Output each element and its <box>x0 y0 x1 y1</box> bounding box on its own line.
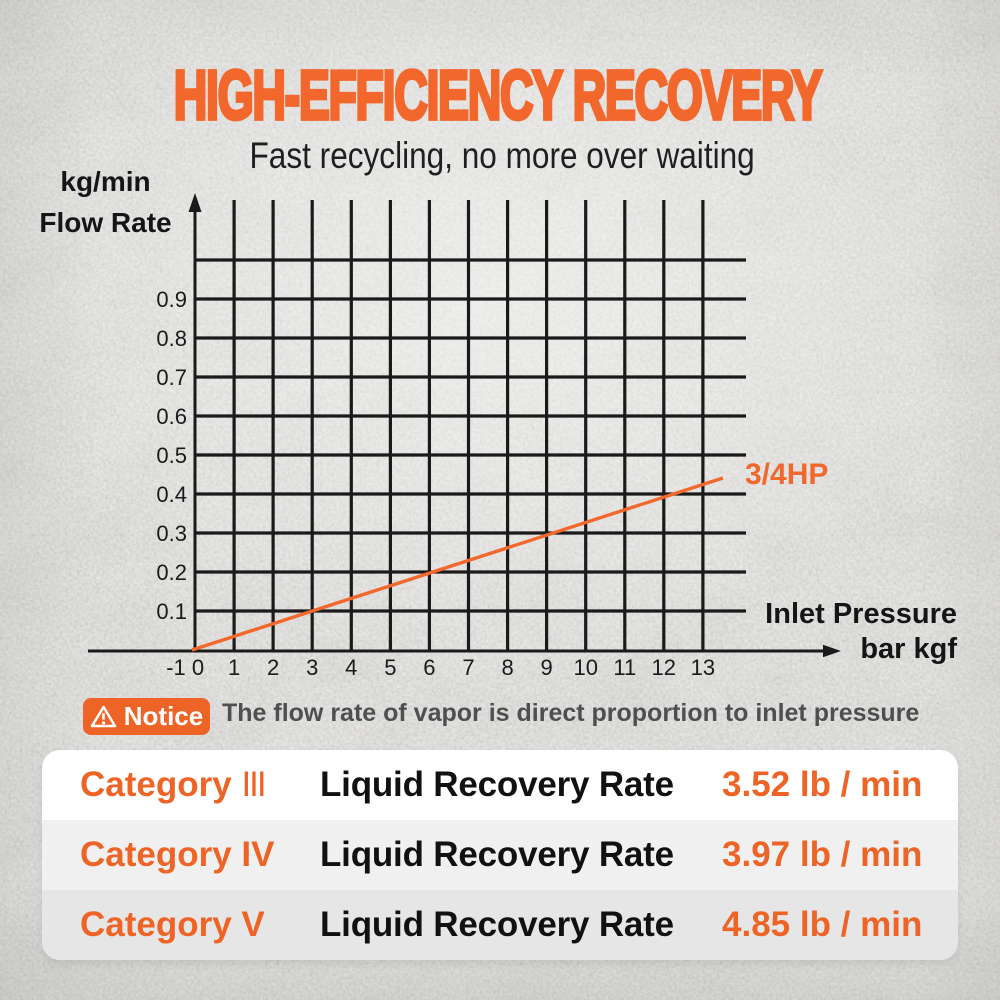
svg-text:12: 12 <box>652 655 676 680</box>
svg-text:5: 5 <box>384 655 396 680</box>
svg-text:0.1: 0.1 <box>156 599 187 624</box>
svg-text:0.7: 0.7 <box>156 365 187 390</box>
svg-text:-1: -1 <box>166 655 186 680</box>
svg-text:4: 4 <box>345 655 357 680</box>
svg-text:0.2: 0.2 <box>156 560 187 585</box>
svg-text:0.8: 0.8 <box>156 326 187 351</box>
svg-text:8: 8 <box>501 655 513 680</box>
svg-text:0.4: 0.4 <box>156 482 187 507</box>
svg-text:11: 11 <box>613 655 636 680</box>
svg-text:13: 13 <box>691 655 715 680</box>
svg-text:9: 9 <box>540 655 552 680</box>
svg-text:6: 6 <box>423 655 435 680</box>
svg-text:0.5: 0.5 <box>156 443 187 468</box>
svg-text:10: 10 <box>573 655 597 680</box>
svg-text:2: 2 <box>267 655 279 680</box>
svg-text:1: 1 <box>228 655 240 680</box>
svg-text:0: 0 <box>192 655 204 680</box>
svg-text:0.6: 0.6 <box>156 404 187 429</box>
svg-text:7: 7 <box>462 655 474 680</box>
svg-text:0.9: 0.9 <box>156 287 187 312</box>
svg-text:0.3: 0.3 <box>156 521 187 546</box>
svg-text:3: 3 <box>306 655 318 680</box>
